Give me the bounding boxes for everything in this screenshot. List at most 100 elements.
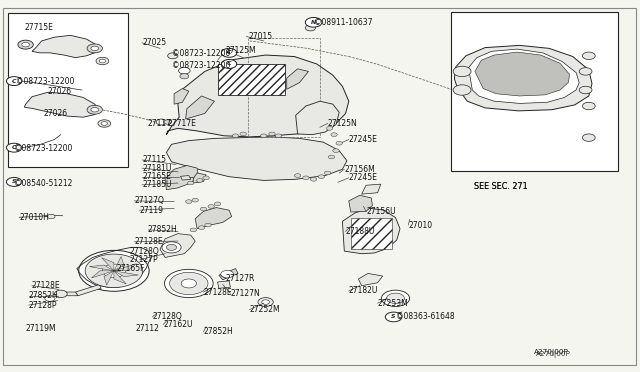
- Circle shape: [203, 176, 209, 180]
- Circle shape: [188, 181, 194, 185]
- Text: 27128Q: 27128Q: [152, 312, 182, 321]
- Text: C: C: [227, 61, 232, 67]
- Polygon shape: [165, 166, 198, 190]
- Text: ©08911-10637: ©08911-10637: [314, 18, 372, 27]
- Polygon shape: [218, 281, 230, 288]
- Circle shape: [336, 141, 342, 145]
- Circle shape: [101, 122, 108, 125]
- Polygon shape: [468, 49, 579, 103]
- Circle shape: [258, 298, 273, 307]
- Text: 27015: 27015: [248, 32, 273, 41]
- Text: 27128E: 27128E: [204, 288, 232, 296]
- Polygon shape: [32, 35, 99, 58]
- Text: 27245E: 27245E: [349, 173, 378, 182]
- Polygon shape: [114, 257, 124, 271]
- Text: 27245E: 27245E: [349, 135, 378, 144]
- Circle shape: [102, 264, 125, 278]
- Circle shape: [275, 134, 282, 138]
- Text: 27717E: 27717E: [168, 119, 196, 128]
- Text: A270|00P: A270|00P: [536, 351, 571, 357]
- Polygon shape: [296, 101, 339, 135]
- Text: 27715E: 27715E: [24, 23, 53, 32]
- Bar: [218, 64, 285, 95]
- Circle shape: [22, 42, 29, 47]
- Circle shape: [328, 155, 335, 159]
- Polygon shape: [166, 137, 347, 180]
- Text: 27165E: 27165E: [142, 172, 171, 181]
- Text: 27165F: 27165F: [116, 264, 145, 273]
- Circle shape: [324, 171, 331, 175]
- Text: 27119: 27119: [140, 206, 164, 215]
- Text: 27156M: 27156M: [344, 165, 375, 174]
- Polygon shape: [24, 92, 99, 117]
- Circle shape: [99, 59, 106, 63]
- Circle shape: [269, 132, 275, 136]
- Circle shape: [582, 134, 595, 141]
- Circle shape: [221, 48, 237, 57]
- Polygon shape: [475, 52, 570, 96]
- Text: ©08723-12200: ©08723-12200: [172, 61, 230, 70]
- Polygon shape: [349, 195, 372, 212]
- Text: 27182U: 27182U: [349, 286, 378, 295]
- Polygon shape: [160, 234, 195, 257]
- Polygon shape: [114, 264, 136, 271]
- Text: 27852H: 27852H: [204, 327, 233, 336]
- Circle shape: [205, 223, 211, 227]
- Circle shape: [305, 17, 322, 27]
- Text: 27117: 27117: [147, 119, 172, 128]
- Text: 27128E: 27128E: [32, 281, 61, 290]
- Circle shape: [198, 226, 205, 230]
- Polygon shape: [193, 173, 206, 183]
- Circle shape: [179, 67, 190, 74]
- Polygon shape: [166, 55, 349, 137]
- Circle shape: [45, 295, 55, 301]
- Polygon shape: [114, 271, 126, 284]
- Circle shape: [79, 250, 149, 291]
- Text: 27127Q: 27127Q: [134, 196, 164, 205]
- Text: 27188U: 27188U: [346, 227, 375, 236]
- Circle shape: [453, 66, 471, 77]
- Text: 27115: 27115: [142, 155, 166, 164]
- Polygon shape: [186, 96, 214, 119]
- Circle shape: [192, 198, 198, 202]
- Circle shape: [85, 254, 143, 288]
- Circle shape: [162, 242, 181, 253]
- Circle shape: [96, 57, 109, 65]
- Circle shape: [54, 290, 67, 298]
- Circle shape: [326, 126, 333, 130]
- Circle shape: [18, 40, 33, 49]
- Bar: [248, 38, 320, 137]
- Text: 27010: 27010: [408, 221, 433, 230]
- Polygon shape: [454, 45, 592, 111]
- Text: 27112: 27112: [136, 324, 159, 333]
- Text: 27128P: 27128P: [29, 301, 58, 310]
- Text: 27156U: 27156U: [366, 207, 396, 216]
- Text: 27185U: 27185U: [142, 180, 172, 189]
- Text: 27127P: 27127P: [129, 255, 158, 264]
- Text: C: C: [12, 78, 17, 84]
- Circle shape: [331, 133, 337, 137]
- Circle shape: [221, 60, 237, 68]
- Circle shape: [181, 279, 196, 288]
- Text: 27181U: 27181U: [142, 164, 172, 173]
- Circle shape: [310, 177, 317, 181]
- Text: C: C: [227, 50, 232, 55]
- Text: ©08723-12200: ©08723-12200: [14, 144, 72, 153]
- Text: A270|00P: A270|00P: [534, 349, 569, 356]
- Circle shape: [6, 177, 22, 186]
- Text: SEE SEC. 271: SEE SEC. 271: [474, 182, 527, 191]
- Text: 27010H: 27010H: [19, 213, 49, 222]
- Circle shape: [168, 53, 178, 59]
- Text: 27852H: 27852H: [147, 225, 177, 234]
- Circle shape: [91, 108, 99, 112]
- Polygon shape: [219, 269, 238, 280]
- Polygon shape: [76, 285, 101, 296]
- Circle shape: [196, 179, 203, 182]
- Bar: [451, 12, 618, 171]
- Circle shape: [180, 74, 189, 79]
- Polygon shape: [342, 208, 400, 254]
- Circle shape: [579, 86, 592, 94]
- Bar: [351, 218, 392, 249]
- Text: ©08363-61648: ©08363-61648: [396, 312, 454, 321]
- Text: SEE SEC. 271: SEE SEC. 271: [474, 182, 527, 191]
